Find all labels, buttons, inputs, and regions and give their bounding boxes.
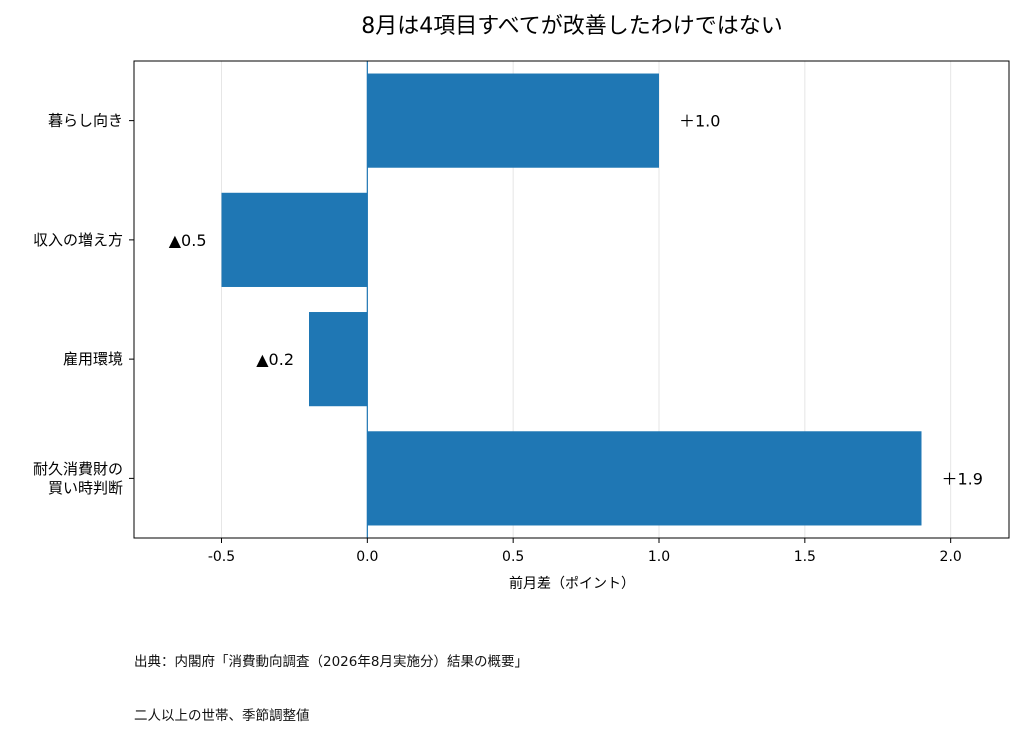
bar (367, 431, 922, 526)
x-axis-label: 前月差（ポイント） (509, 575, 635, 592)
data-label: ▲0.2 (256, 350, 294, 369)
chart-title: 8月は4項目すべてが改善したわけではない (361, 14, 783, 39)
data-label: ＋1.0 (679, 112, 720, 131)
x-tick-label: 1.5 (794, 549, 816, 565)
y-category-label: 雇用環境 (63, 350, 123, 368)
x-tick-label: 0.5 (502, 549, 524, 565)
bars (221, 73, 922, 526)
x-tick-label: -0.5 (208, 549, 235, 565)
y-category-label: 暮らし向き (48, 112, 123, 130)
x-tick-label: 2.0 (940, 549, 962, 565)
chart: 8月は4項目すべてが改善したわけではない -0.5 0.0 0.5 1.0 1.5 2.0… (33, 14, 1010, 592)
bar (367, 73, 659, 168)
plot-frame (133, 60, 1010, 539)
note-line: 二人以上の世帯、季節調整値 (134, 708, 310, 724)
bar (221, 192, 368, 287)
source-note: 出典：内閣府「消費動向調査（2026年8月実施分）結果の概要」 二人以上の世帯、… (134, 617, 528, 743)
data-label: ▲0.5 (169, 231, 207, 250)
data-label: ＋1.9 (942, 469, 983, 488)
source-line: 出典：内閣府「消費動向調査（2026年8月実施分）結果の概要」 (134, 654, 528, 670)
y-category-label: 耐久消費財の買い時判断 (33, 460, 123, 497)
x-tick-label: 1.0 (648, 549, 670, 565)
x-ticks: -0.5 0.0 0.5 1.0 1.5 2.0 (208, 538, 962, 565)
data-labels: ＋1.0 ▲0.5 ▲0.2 ＋1.9 (169, 112, 983, 489)
bar (309, 312, 368, 407)
y-category-label: 収入の増え方 (33, 231, 123, 249)
x-tick-label: 0.0 (356, 549, 378, 565)
